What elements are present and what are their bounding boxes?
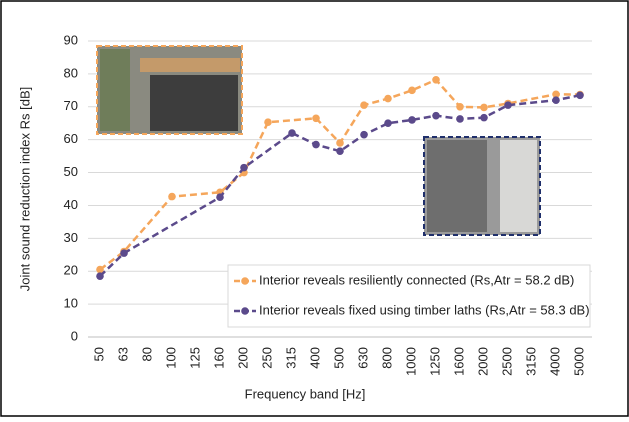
legend-label: Interior reveals resiliently connected (… [259,272,574,287]
x-tick-label: 160 [211,347,226,369]
y-tick-label: 40 [64,197,78,212]
x-tick-label: 500 [331,347,346,369]
legend-marker [241,307,249,315]
data-point [384,94,392,103]
y-tick-label: 0 [71,328,78,343]
legend-box [227,264,591,328]
data-point [576,91,584,100]
data-point [408,86,416,95]
photo-detail [427,140,487,232]
data-point [312,140,320,149]
x-tick-label: 1250 [427,347,442,376]
x-tick-label: 2000 [475,347,490,376]
data-point [456,102,464,111]
x-tick-label: 100 [163,347,178,369]
x-tick-label: 50 [91,347,106,361]
photo-detail [150,75,238,131]
data-point [120,249,128,257]
data-point [360,101,368,109]
y-tick-label: 70 [64,98,78,113]
y-tick-label: 90 [64,32,78,47]
data-point [336,139,344,147]
data-point [96,265,104,274]
data-point [432,76,440,84]
data-point [456,115,464,123]
data-point [432,111,440,120]
data-point [480,103,488,112]
y-tick-label: 20 [64,263,78,278]
x-tick-label: 315 [283,347,298,369]
data-point [288,129,296,137]
x-tick-label: 63 [115,347,130,361]
data-point [168,192,176,201]
data-point [384,119,392,128]
x-tick-label: 800 [379,347,394,369]
data-point [552,96,560,104]
data-point [216,193,224,202]
series-line [99,94,581,278]
x-tick-label: 80 [139,347,154,361]
legend-marker [241,277,249,285]
data-point [312,114,320,123]
data-point [264,118,272,127]
x-tick-label: 5000 [571,347,586,376]
photo-detail [500,140,537,232]
x-tick-label: 125 [187,347,202,369]
photo-detail [140,58,240,72]
x-tick-label: 4000 [547,347,562,376]
x-tick-label: 1000 [403,347,418,376]
photo-insets [96,45,541,236]
x-tick-label: 3150 [523,347,538,376]
data-point [504,101,512,109]
data-point [552,90,560,99]
data-point [240,163,248,172]
data-point [96,272,104,280]
photo-detail [100,49,130,131]
x-tick-label: 1600 [451,347,466,376]
data-point [360,130,368,139]
y-tick-label: 60 [64,131,78,146]
x-tick-label: 2500 [499,347,514,376]
x-tick-label: 400 [307,347,322,369]
x-tick-label: 200 [235,347,250,369]
y-tick-label: 80 [64,65,78,80]
y-tick-label: 30 [64,230,78,245]
x-axis-label: Frequency band [Hz] [245,386,366,401]
data-point [408,116,416,124]
legend-label: Interior reveals fixed using timber lath… [259,302,590,317]
y-tick-label: 50 [64,164,78,179]
data-point [336,147,344,155]
x-tick-label: 630 [355,347,370,369]
y-axis-label: Joint sound reduction index Rs [dB] [17,87,32,292]
x-tick-label: 250 [259,347,274,369]
y-tick-label: 10 [64,296,78,311]
data-point [480,113,488,122]
